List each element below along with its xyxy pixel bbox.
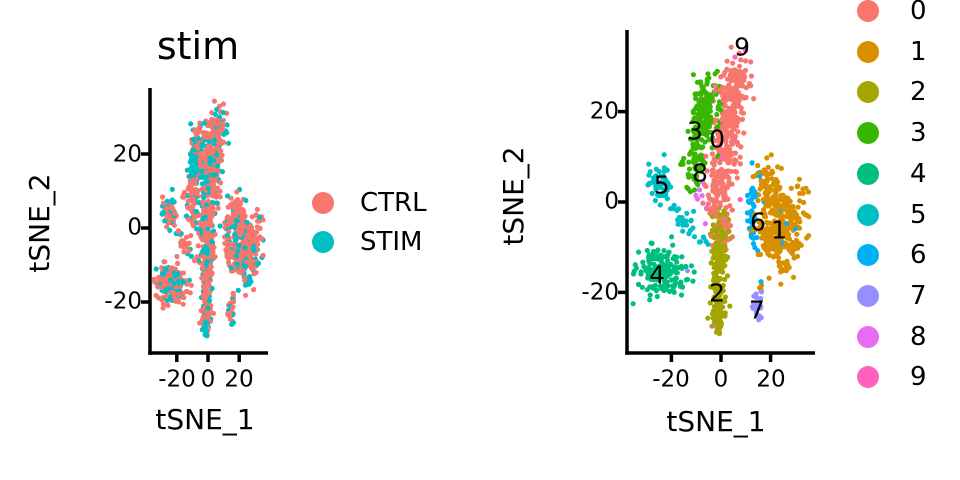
right-x-axis-title: tSNE_1 xyxy=(666,405,766,438)
right-x-tick-0: 0 xyxy=(713,366,729,393)
right-x-tick-20: 20 xyxy=(756,366,786,393)
right-y-tick-0: 0 xyxy=(604,188,619,215)
right-x-tick-neg20: -20 xyxy=(652,366,690,393)
cluster-label-4: 4 xyxy=(649,260,665,290)
legend-swatch-5 xyxy=(857,203,879,226)
legend-label-7: 7 xyxy=(910,280,927,311)
legend-label-0: 0 xyxy=(910,0,927,26)
left-x-axis-title: tSNE_1 xyxy=(155,403,255,436)
legend-swatch-4 xyxy=(857,162,879,185)
legend-label-5: 5 xyxy=(910,199,927,230)
legend-swatch-6 xyxy=(857,244,879,267)
left-y-tick-20: 20 xyxy=(112,141,142,168)
left-y-tick-neg20: -20 xyxy=(104,288,142,315)
left-y-tick-0: 0 xyxy=(127,214,142,241)
legend-label-3: 3 xyxy=(910,118,927,149)
legend-swatch-1 xyxy=(857,40,879,63)
cluster-label-9: 9 xyxy=(734,32,751,62)
legend-label-8: 8 xyxy=(910,321,927,352)
right-y-tick-20: 20 xyxy=(589,98,619,125)
legend-swatch-3 xyxy=(857,122,879,145)
left-x-tick-20: 20 xyxy=(224,366,254,393)
legend-label-6: 6 xyxy=(910,240,927,271)
legend-label-STIM: STIM xyxy=(360,227,423,257)
left-x-tick-neg20: -20 xyxy=(158,366,196,393)
cluster-label-5: 5 xyxy=(653,170,670,200)
legend-label-4: 4 xyxy=(910,158,927,189)
legend-label-9: 9 xyxy=(910,362,927,393)
legend-label-1: 1 xyxy=(910,36,927,67)
right-y-axis-title: tSNE_2 xyxy=(497,146,530,246)
cluster-label-6: 6 xyxy=(749,207,766,237)
legend-swatch-CTRL xyxy=(312,192,334,214)
cluster-label-2: 2 xyxy=(709,278,725,308)
left-plot-title: stim xyxy=(156,24,240,68)
right-y-tick-neg20: -20 xyxy=(581,279,619,306)
cluster-label-0: 0 xyxy=(709,124,725,154)
left-x-tick-0: 0 xyxy=(200,366,216,393)
cluster-label-8: 8 xyxy=(691,158,708,188)
legend-swatch-2 xyxy=(857,81,879,104)
left-y-axis-title: tSNE_2 xyxy=(23,173,56,273)
cluster-label-1: 1 xyxy=(771,215,787,245)
legend-swatch-STIM xyxy=(312,231,334,253)
legend-label-2: 2 xyxy=(910,77,927,108)
legend-swatch-0 xyxy=(857,0,879,22)
legend-swatch-8 xyxy=(857,325,879,348)
cluster-label-7: 7 xyxy=(749,295,765,325)
cluster-label-3: 3 xyxy=(687,116,703,146)
legend-swatch-7 xyxy=(857,284,879,307)
legend-label-CTRL: CTRL xyxy=(360,188,427,218)
legend-swatch-9 xyxy=(857,366,879,389)
